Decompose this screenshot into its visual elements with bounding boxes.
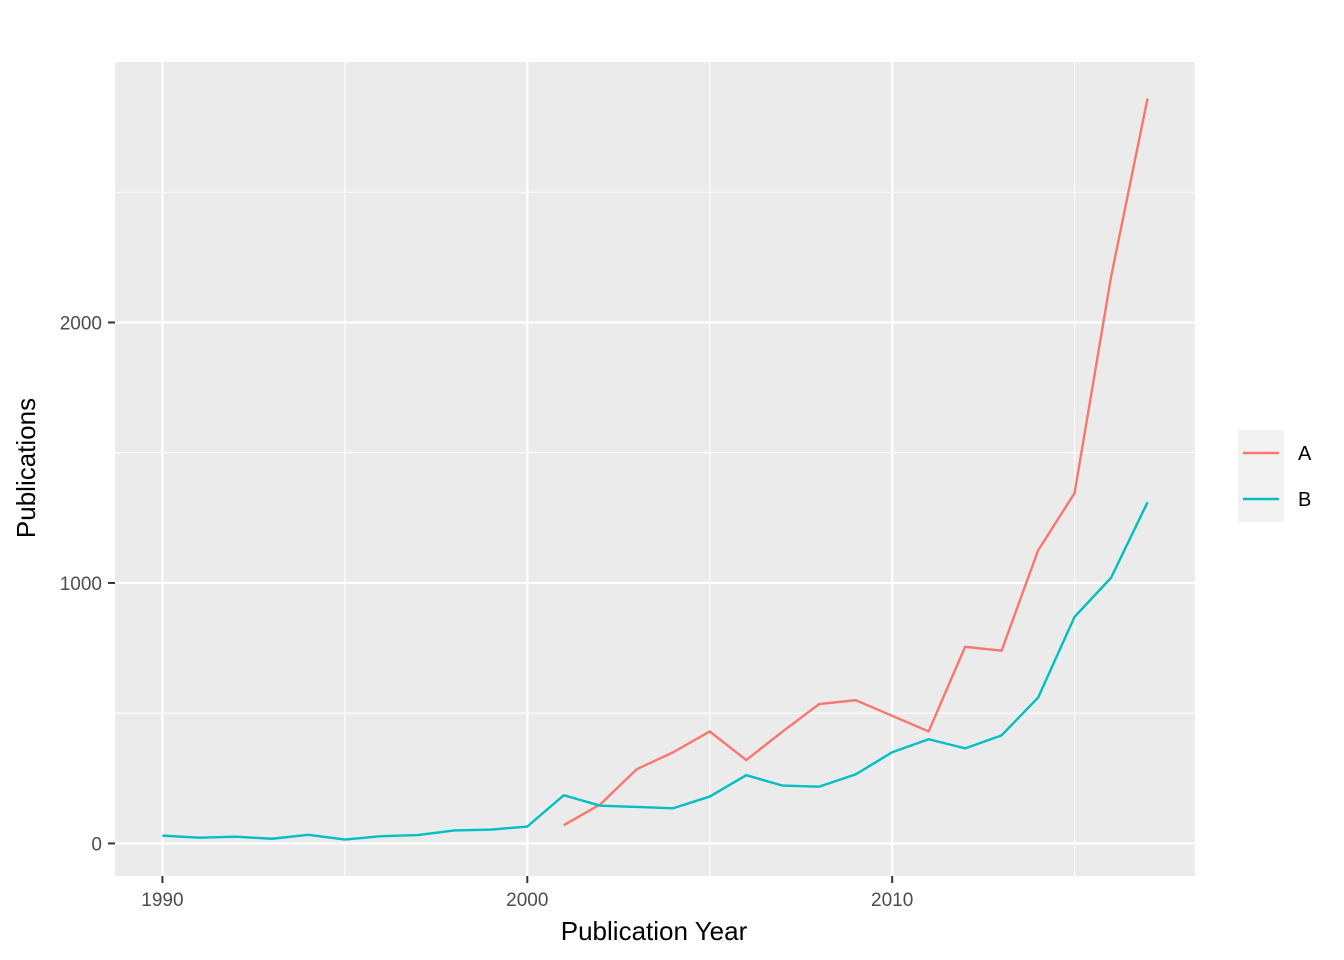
series-lines [162, 98, 1149, 841]
legend-key-background [1238, 430, 1284, 522]
series-line-b [162, 501, 1149, 841]
y-tick-label: 2000 [60, 313, 102, 334]
x-axis-title: Publication Year [561, 916, 748, 946]
x-tick-label: 2010 [871, 890, 913, 911]
minor-gridlines [115, 62, 1195, 876]
plot-panel [115, 62, 1195, 876]
x-axis-ticks: 1990 2000 2010 [141, 876, 913, 911]
legend-label-b: B [1298, 489, 1311, 511]
legend-label-a: A [1298, 443, 1312, 465]
series-line-a [563, 98, 1149, 827]
x-tick-label: 1990 [141, 890, 183, 911]
legend: AB [1238, 430, 1312, 522]
major-gridlines [115, 62, 1195, 876]
x-tick-label: 2000 [506, 890, 548, 911]
y-tick-label: 0 [91, 834, 102, 855]
y-axis-ticks: 0 1000 2000 [60, 313, 115, 855]
y-axis-title: Publications [11, 398, 41, 538]
y-tick-label: 1000 [60, 574, 102, 595]
